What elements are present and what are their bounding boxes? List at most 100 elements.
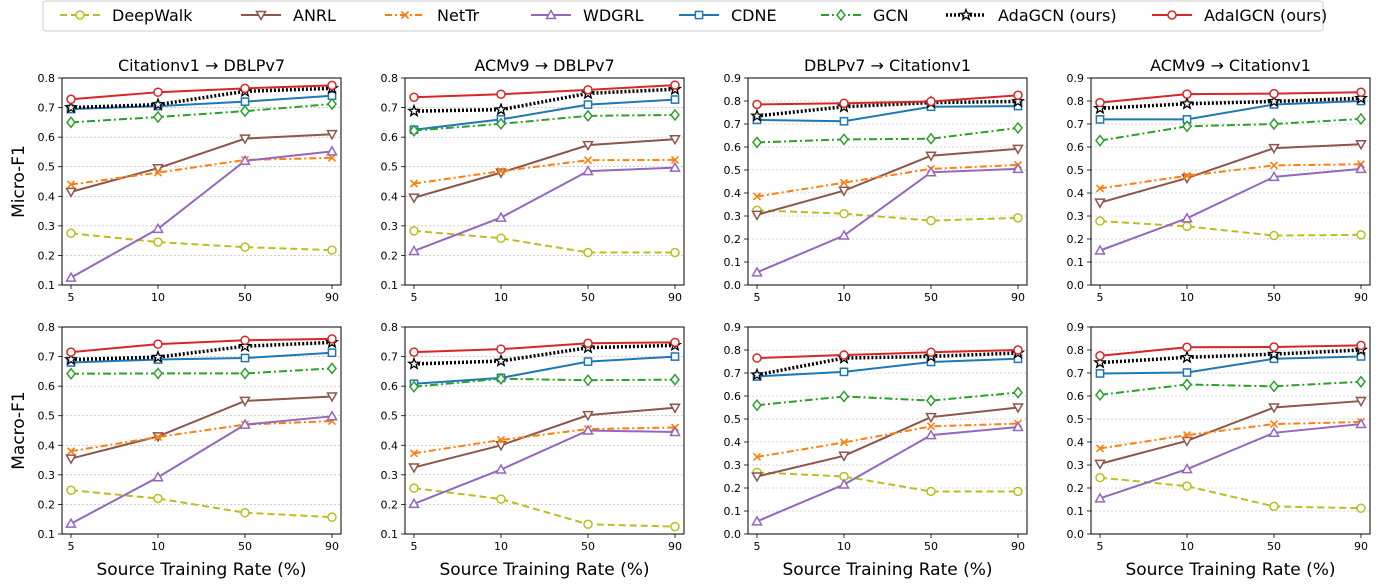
plot-frame — [61, 326, 342, 535]
data-point — [66, 116, 76, 129]
data-point — [838, 186, 850, 197]
data-point — [240, 367, 250, 380]
y-tick-label: 0.7 — [381, 102, 399, 115]
series-line — [1099, 91, 1362, 104]
data-point — [65, 271, 77, 282]
series-deepwalk — [409, 226, 680, 258]
data-point — [670, 337, 680, 348]
y-tick-label: 0.1 — [381, 528, 399, 541]
data-point — [1095, 369, 1105, 378]
data-point — [153, 168, 163, 177]
y-tick-label: 0.1 — [381, 279, 399, 292]
legend-label: WDGRL — [583, 6, 644, 25]
data-point — [240, 242, 250, 252]
series-line — [70, 103, 333, 124]
data-point — [493, 353, 509, 367]
series-deepwalk — [66, 485, 337, 522]
y-tick-label: 0.1 — [38, 528, 56, 541]
data-point — [327, 334, 337, 344]
series-nettr — [1095, 160, 1366, 193]
y-axis-label: Micro-F1 — [9, 145, 29, 218]
data-point — [1012, 421, 1024, 432]
data-point — [409, 92, 419, 102]
data-point — [152, 222, 164, 234]
panel: 0.1 0.2 0.3 0.4 0.5 0.6 0.7 0.8 5 10 50 90 Macro-F1 S… — [9, 321, 342, 580]
data-point — [66, 180, 76, 189]
data-point — [495, 441, 507, 452]
data-point — [1355, 396, 1367, 408]
data-point — [496, 167, 506, 176]
legend-label: CDNE — [731, 6, 777, 25]
series-line — [1099, 476, 1362, 510]
y-tick-label: 0.2 — [38, 498, 56, 511]
data-point — [839, 98, 849, 109]
y-tick-label: 0.6 — [724, 141, 742, 154]
data-point — [407, 356, 421, 370]
y-tick-label: 0.7 — [1067, 118, 1085, 131]
legend: DeepWalk ANRL NetTr WDGRL CDNE GCN AdaGCN (our… — [42, 0, 1327, 32]
data-point — [1182, 89, 1192, 99]
series-line — [1099, 420, 1362, 450]
data-point — [1095, 472, 1105, 483]
data-point — [583, 374, 593, 387]
data-point — [409, 347, 419, 357]
data-point — [1268, 403, 1280, 414]
data-point — [66, 228, 76, 238]
data-point — [1356, 375, 1366, 388]
y-tick-label: 0.6 — [724, 390, 742, 403]
series-line — [1099, 400, 1362, 465]
data-point — [1095, 388, 1105, 402]
data-point — [1095, 97, 1105, 108]
data-point — [153, 432, 163, 442]
series-gcn — [409, 372, 680, 393]
plot-frame — [1090, 77, 1371, 286]
x-tick-label: 90 — [1354, 291, 1368, 304]
data-point — [63, 100, 79, 114]
x-tick-label: 10 — [151, 540, 165, 553]
series-line — [70, 156, 333, 186]
y-tick-label: 0.3 — [38, 220, 56, 233]
series-adagcn-ours — [406, 81, 683, 118]
legend-item: DeepWalk — [60, 6, 193, 25]
y-tick-label: 0.3 — [381, 220, 399, 233]
series-anrl — [65, 129, 338, 198]
data-point — [751, 472, 763, 483]
x-tick-label: 10 — [494, 540, 508, 553]
data-point — [408, 244, 420, 256]
y-tick-label: 0.8 — [381, 321, 399, 334]
series-line — [70, 395, 333, 460]
data-point — [1266, 94, 1282, 108]
series-line — [413, 429, 676, 505]
data-point — [406, 103, 422, 118]
x-tick-label: 10 — [837, 291, 851, 304]
series-adagcn-ours — [749, 94, 1026, 122]
data-point — [925, 429, 937, 440]
x-tick-label: 10 — [1180, 540, 1194, 553]
x-tick-label: 90 — [325, 540, 339, 553]
series-line — [756, 406, 1019, 478]
y-tick-label: 0.7 — [38, 351, 56, 364]
x-tick-label: 90 — [1011, 540, 1025, 553]
data-point — [327, 245, 337, 255]
data-point — [151, 97, 165, 111]
data-point — [153, 339, 163, 349]
data-point — [65, 517, 77, 528]
data-point — [925, 166, 937, 177]
y-tick-label: 0.4 — [38, 190, 56, 203]
x-tick-label: 90 — [668, 291, 682, 304]
data-point — [1268, 426, 1280, 438]
series-wdgrl — [751, 162, 1024, 277]
data-point — [839, 116, 849, 126]
legend-item: WDGRL — [531, 6, 644, 25]
data-point — [669, 134, 681, 146]
data-point — [1094, 244, 1106, 255]
x-tick-label: 10 — [151, 291, 165, 304]
data-point — [66, 367, 76, 380]
data-point — [66, 347, 76, 357]
series-anrl — [408, 403, 681, 474]
x-tick-label: 5 — [68, 291, 75, 304]
plot-frame — [1090, 326, 1371, 535]
data-point — [926, 132, 936, 145]
series-anrl — [751, 403, 1024, 483]
series-adaigcn-ours — [752, 90, 1023, 110]
